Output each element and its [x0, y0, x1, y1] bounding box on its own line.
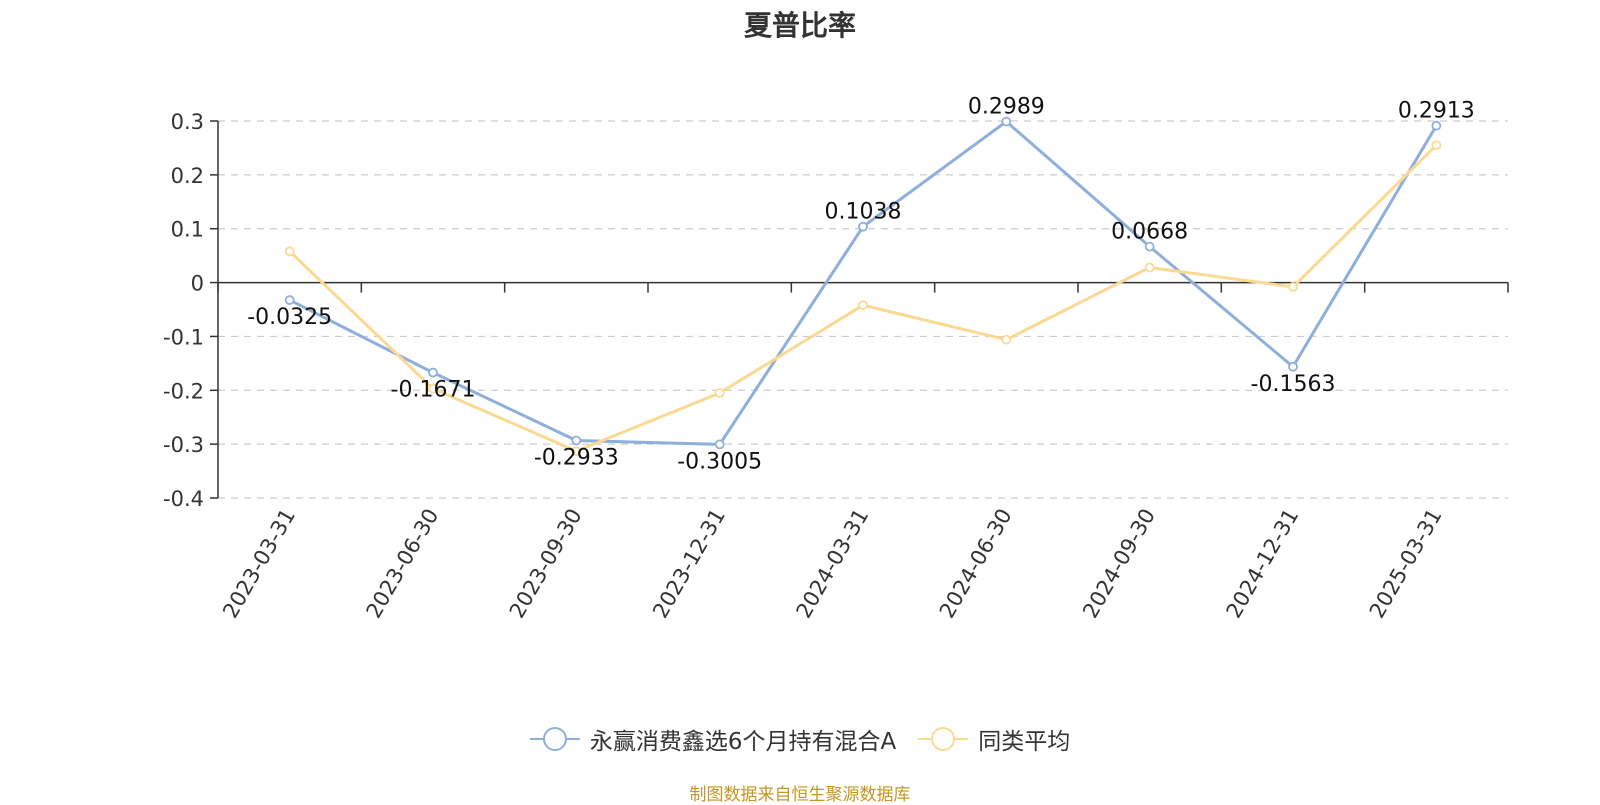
- data-point: [571, 435, 582, 446]
- x-tick-label: 2023-03-31: [218, 505, 300, 623]
- legend: 永赢消费鑫选6个月持有混合A 同类平均: [0, 722, 1600, 756]
- x-tick-label: 2023-06-30: [362, 505, 444, 623]
- data-point: [571, 446, 582, 457]
- legend-item-average[interactable]: 同类平均: [918, 722, 1070, 756]
- data-label: 0.0668: [1111, 220, 1188, 245]
- data-point: [714, 388, 725, 398]
- data-point: [858, 221, 868, 232]
- data-point: [858, 300, 868, 311]
- y-tick-label: 0.3: [171, 110, 204, 134]
- data-label: -0.2933: [534, 446, 619, 471]
- data-point: [1144, 262, 1155, 273]
- y-tick-label: 0: [191, 272, 204, 296]
- data-point: [1288, 361, 1298, 372]
- data-label: 0.1038: [825, 200, 902, 225]
- legend-fund-icon: [529, 727, 580, 751]
- data-point: [284, 246, 295, 257]
- x-tick-label: 2024-09-30: [1078, 505, 1160, 623]
- x-tick-label: 2023-12-31: [648, 505, 730, 623]
- data-point: [1001, 334, 1012, 345]
- data-point: [1288, 281, 1298, 292]
- data-label: 0.2989: [968, 95, 1045, 120]
- y-tick-label: -0.1: [163, 325, 204, 349]
- x-tick-label: 2023-09-30: [505, 505, 587, 623]
- legend-average-label: 同类平均: [978, 729, 1071, 755]
- y-tick-label: -0.3: [163, 433, 204, 457]
- axes: 0.3 0.2 0.1 0 -0.1 -0.2 -0.3 -0.4 2023-03-31 2023…: [163, 110, 1509, 623]
- chart-title: 夏普比率: [743, 9, 856, 42]
- source-note: 制图数据来自恒生聚源数据库: [689, 785, 911, 805]
- data-point: [428, 367, 438, 378]
- data-point: [284, 295, 295, 305]
- data-label: -0.1671: [391, 378, 476, 403]
- series-lines: [284, 116, 1442, 457]
- x-tick-label: 2025-03-31: [1365, 505, 1447, 623]
- data-point: [1431, 120, 1442, 131]
- data-point: [1001, 116, 1012, 127]
- data-label: 0.2913: [1398, 99, 1475, 124]
- data-labels: -0.0325 -0.1671 -0.2933 -0.3005 0.1038 0.2989…: [247, 95, 1475, 475]
- y-tick-label: 0.1: [171, 218, 204, 242]
- data-point: [714, 439, 725, 450]
- legend-average-icon: [918, 727, 969, 751]
- y-tick-label: 0.2: [171, 164, 204, 188]
- x-tick-label: 2024-12-31: [1222, 505, 1304, 623]
- data-point: [428, 383, 438, 394]
- y-tick-label: -0.4: [163, 487, 204, 511]
- legend-fund-label: 永赢消费鑫选6个月持有混合A: [589, 729, 897, 755]
- x-tick-label: 2024-03-31: [792, 505, 874, 623]
- data-point: [1431, 140, 1442, 151]
- data-label: -0.3005: [677, 449, 762, 474]
- data-point: [1144, 241, 1155, 252]
- y-tick-label: -0.2: [163, 379, 204, 403]
- data-label: -0.1563: [1251, 372, 1336, 397]
- legend-item-fund[interactable]: 永赢消费鑫选6个月持有混合A: [529, 722, 897, 756]
- series-line: [288, 144, 1438, 453]
- x-tick-label: 2024-06-30: [935, 504, 1017, 622]
- data-label: -0.0325: [247, 305, 332, 330]
